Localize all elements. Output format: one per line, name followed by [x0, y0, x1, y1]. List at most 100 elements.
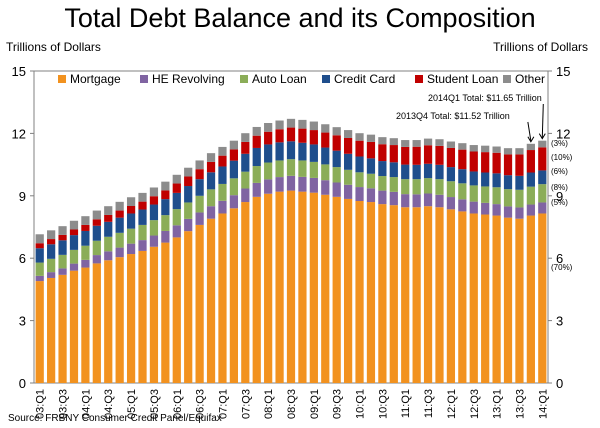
bar-segment-student-loan — [526, 150, 535, 173]
x-tick-label: 14:Q1 — [537, 389, 549, 419]
bar-segment-student-loan — [47, 239, 56, 245]
bar-segment-auto-loan — [286, 159, 296, 176]
bar-segment-auto-loan — [104, 236, 113, 252]
bar-segment-credit-card — [264, 144, 273, 163]
bar-segment-mortgage — [298, 191, 307, 383]
bar-segment-he-revolving — [115, 247, 124, 258]
bar-segment-he-revolving — [149, 235, 159, 247]
bar-segment-other — [115, 201, 124, 211]
bar-segment-student-loan — [458, 149, 467, 170]
bar-segment-student-loan — [378, 144, 387, 162]
bar-segment-auto-loan — [172, 209, 181, 226]
bar-segment-auto-loan — [81, 245, 90, 260]
x-tick-label: 03:Q1 — [35, 389, 47, 419]
bar-segment-he-revolving — [492, 204, 501, 216]
bar-segment-mortgage — [126, 254, 136, 383]
bar-segment-student-loan — [515, 154, 524, 176]
bar-segment-auto-loan — [184, 202, 193, 219]
bar-segment-auto-loan — [275, 160, 284, 178]
bar-segment-auto-loan — [343, 169, 353, 185]
bar-segment-credit-card — [492, 173, 501, 188]
bar-segment-auto-loan — [515, 189, 524, 208]
bar-segment-other — [401, 140, 410, 147]
bar-segment-auto-loan — [69, 249, 79, 264]
x-tick-label: 04:Q1 — [80, 389, 92, 419]
annotation-arrow-line — [527, 121, 532, 141]
bar-segment-he-revolving — [252, 182, 261, 197]
bar-segment-auto-loan — [218, 183, 227, 201]
bar-segment-student-loan — [138, 201, 147, 210]
bar-segment-other — [423, 138, 433, 146]
bar-segment-he-revolving — [47, 272, 56, 278]
bar-segment-mortgage — [35, 281, 44, 383]
bar-segment-credit-card — [343, 153, 353, 170]
bar-segment-mortgage — [47, 277, 56, 383]
x-tick-label: 07:Q1 — [217, 389, 229, 419]
annotations-layer: (3%) (10%) (6%) (8%) (5%) (70%) 2014Q1 Total: … — [396, 93, 573, 272]
bar-segment-other — [343, 130, 353, 138]
chart-title: Total Debt Balance and its Composition — [64, 3, 536, 33]
bar-segment-other — [538, 140, 547, 148]
bar-segment-credit-card — [526, 172, 535, 187]
bar-segment-student-loan — [298, 128, 307, 143]
bar-segment-student-loan — [35, 243, 44, 249]
bar-segment-mortgage — [286, 190, 296, 383]
bar-segment-credit-card — [412, 164, 421, 180]
composition-label: (70%) — [551, 263, 573, 272]
bar-segment-student-loan — [58, 234, 67, 241]
bar-segment-credit-card — [332, 150, 341, 168]
bar-segment-credit-card — [184, 186, 193, 203]
bar-segment-credit-card — [469, 171, 478, 186]
bar-segment-he-revolving — [412, 194, 421, 208]
bar-segment-student-loan — [343, 137, 353, 154]
y-tick-label-right: 15 — [556, 64, 570, 79]
bar-segment-mortgage — [515, 218, 524, 383]
bar-segment-other — [412, 140, 421, 147]
bar-segment-auto-loan — [252, 166, 261, 183]
bar-segment-mortgage — [161, 242, 170, 383]
bar-segment-auto-loan — [92, 240, 101, 256]
bar-segment-other — [138, 192, 147, 202]
source-note: Source: FRBNY Consumer Credit Panel/Equi… — [8, 413, 222, 424]
bar-segment-other — [126, 197, 136, 206]
bar-segment-other — [332, 127, 341, 136]
bar-segment-other — [264, 123, 273, 132]
bar-segment-mortgage — [264, 193, 273, 383]
bar-segment-student-loan — [286, 127, 296, 142]
y-tick-label-right: 0 — [556, 376, 563, 391]
bar-segment-he-revolving — [229, 195, 239, 209]
bar-segment-auto-loan — [161, 215, 170, 231]
bar-segment-auto-loan — [481, 186, 490, 203]
bar-segment-credit-card — [161, 199, 170, 216]
bar-segment-other — [206, 153, 216, 162]
bar-segment-mortgage — [389, 205, 398, 383]
x-tick-label: 10:Q1 — [355, 389, 367, 419]
bar-segment-credit-card — [69, 235, 79, 250]
bar-segment-other — [47, 230, 56, 240]
bar-segment-student-loan — [321, 132, 330, 148]
bar-segment-other — [469, 145, 478, 152]
bar-segment-auto-loan — [458, 183, 467, 200]
bar-segment-he-revolving — [401, 194, 410, 208]
composition-label: (6%) — [551, 167, 568, 176]
bar-segment-other — [252, 126, 261, 136]
bar-segment-he-revolving — [343, 184, 353, 199]
x-tick-label: 08:Q1 — [263, 389, 275, 419]
bar-segment-other — [149, 187, 159, 197]
bar-segment-he-revolving — [35, 275, 44, 282]
x-tick-label: 09:Q3 — [332, 389, 344, 419]
bar-segment-credit-card — [241, 153, 250, 172]
bar-segment-mortgage — [526, 215, 535, 383]
annotation-arrow-line — [541, 103, 544, 138]
legend-label: Student Loan — [427, 72, 498, 86]
x-tick-label: 05:Q3 — [149, 389, 161, 419]
bar-segment-mortgage — [206, 218, 216, 383]
bar-segment-credit-card — [515, 175, 524, 190]
bar-segment-student-loan — [538, 147, 547, 171]
bar-segment-he-revolving — [366, 188, 376, 203]
bar-segment-other — [35, 234, 44, 244]
x-tick-label: 05:Q1 — [126, 389, 138, 419]
bar-segment-mortgage — [309, 192, 318, 383]
bar-segment-credit-card — [138, 209, 147, 225]
